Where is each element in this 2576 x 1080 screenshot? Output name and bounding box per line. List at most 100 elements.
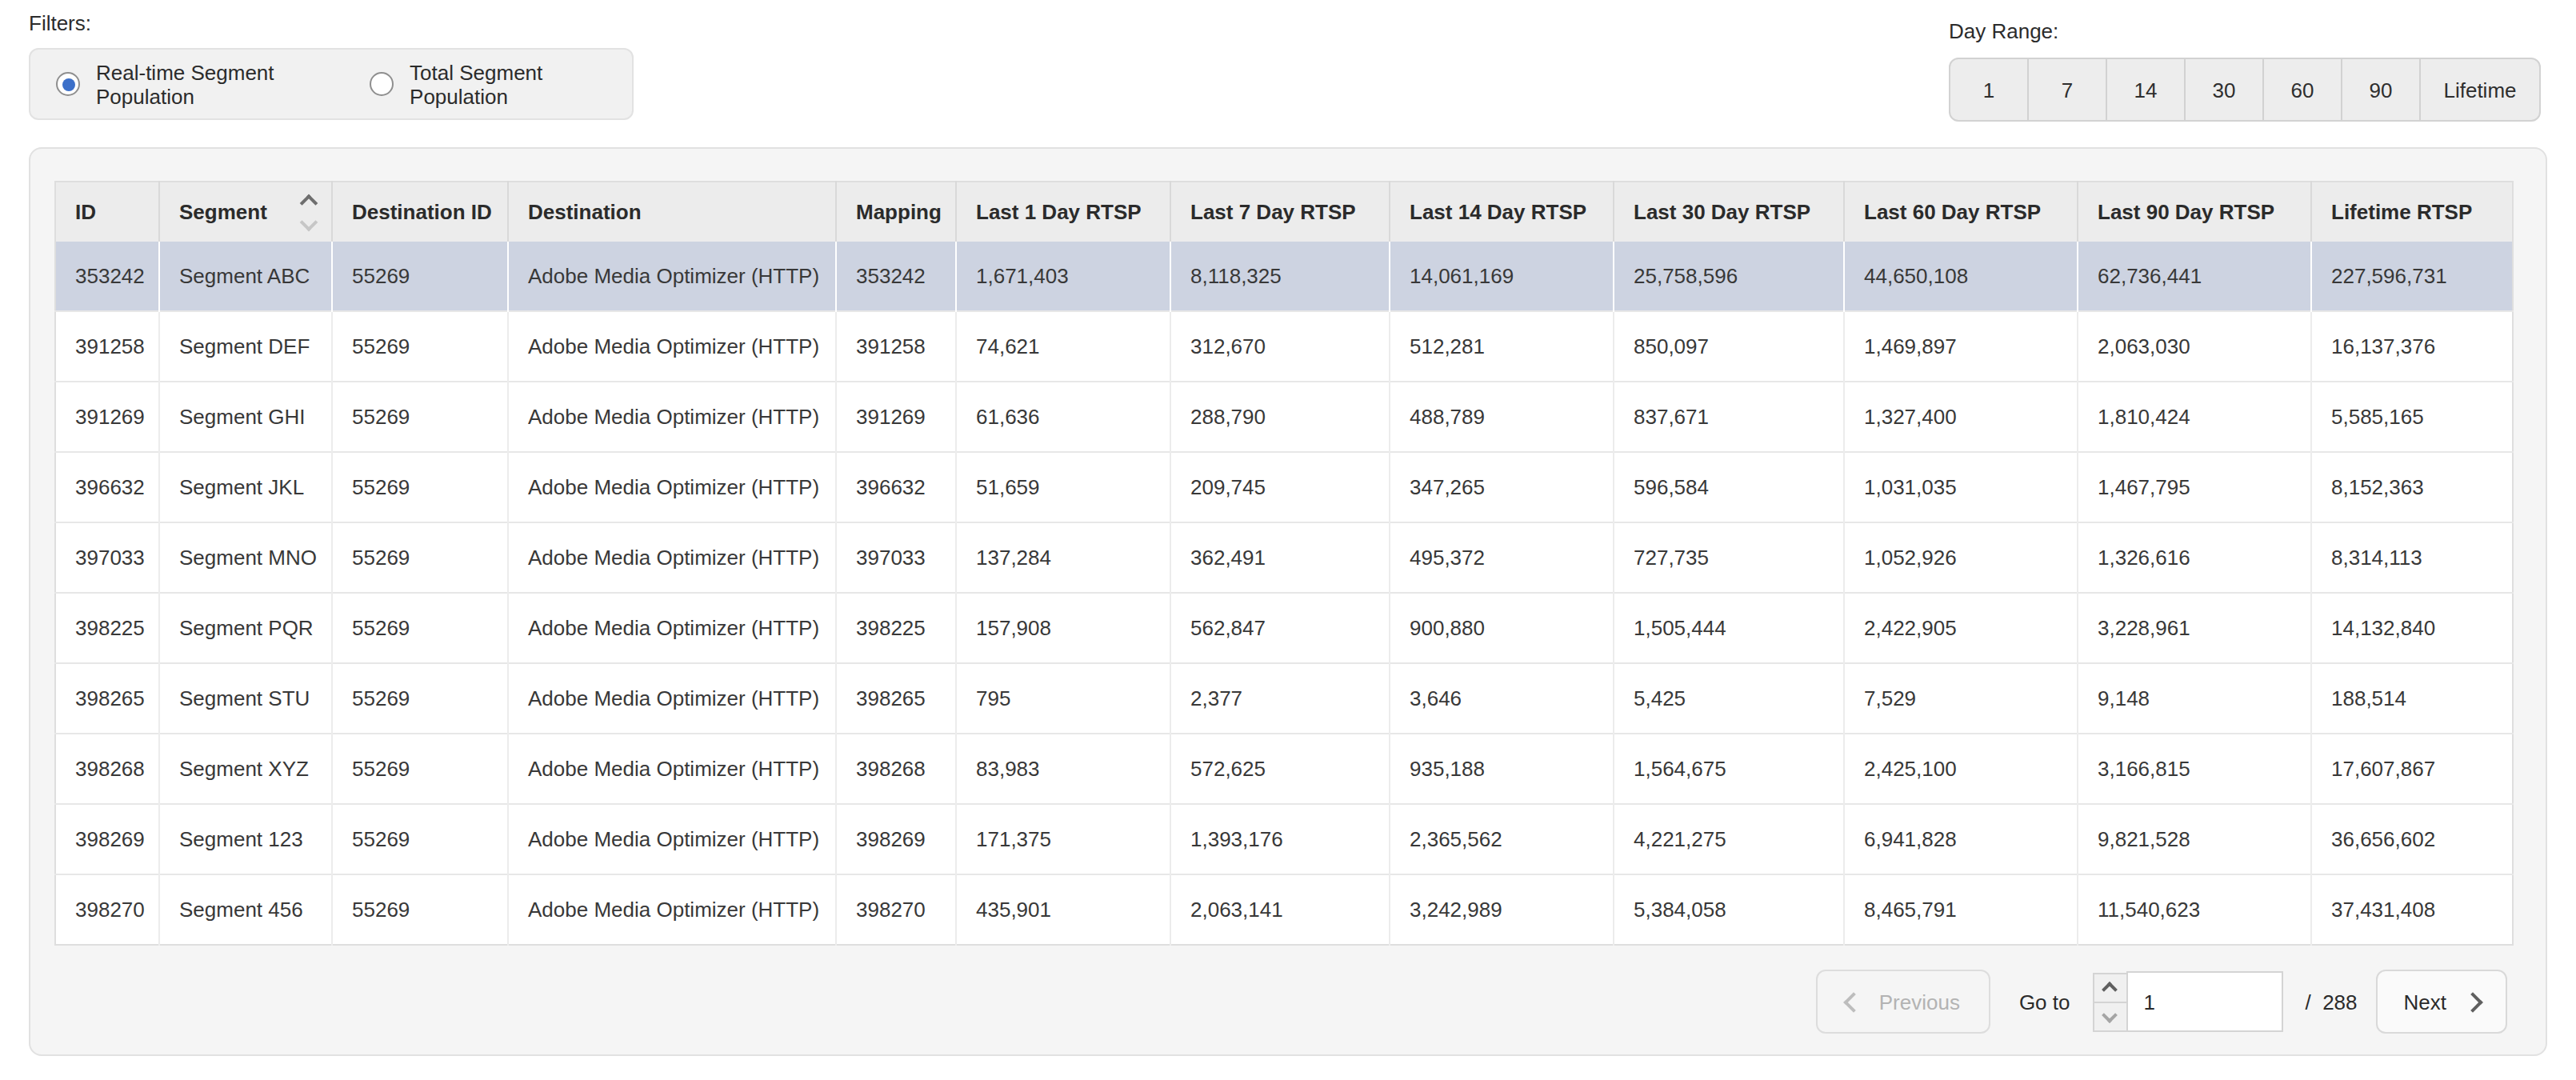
next-page-button[interactable]: Next	[2377, 970, 2507, 1034]
table-cell: 2,365,562	[1390, 804, 1614, 874]
table-cell: 347,265	[1390, 452, 1614, 522]
column-header-mapping[interactable]: Mapping	[836, 182, 956, 242]
table-cell: 157,908	[956, 593, 1170, 663]
table-cell: Segment 123	[159, 804, 332, 874]
table-cell: Adobe Media Optimizer (HTTP)	[508, 452, 836, 522]
table-cell: 900,880	[1390, 593, 1614, 663]
segment-table: IDSegmentDestination IDDestinationMappin…	[54, 181, 2514, 946]
radio-realtime-segment-population[interactable]: Real-time Segment Population	[56, 60, 331, 108]
table-cell: 16,137,376	[2311, 311, 2513, 382]
table-cell: 227,596,731	[2311, 242, 2513, 311]
table-cell: 1,052,926	[1844, 522, 2078, 593]
chevron-down-icon	[2102, 1006, 2118, 1022]
table-row[interactable]: 398269Segment 12355269Adobe Media Optimi…	[55, 804, 2513, 874]
radio-label: Real-time Segment Population	[96, 60, 331, 108]
table-cell: 55269	[332, 242, 508, 311]
table-cell: 3,242,989	[1390, 874, 1614, 945]
table-cell: 55269	[332, 593, 508, 663]
table-cell: 288,790	[1170, 382, 1390, 452]
step-up-button[interactable]	[2092, 972, 2127, 1002]
table-cell: 6,941,828	[1844, 804, 2078, 874]
table-cell: 8,314,113	[2311, 522, 2513, 593]
table-row[interactable]: 398268Segment XYZ55269Adobe Media Optimi…	[55, 734, 2513, 804]
radio-total-segment-population[interactable]: Total Segment Population	[370, 60, 606, 108]
column-header-destination-id[interactable]: Destination ID	[332, 182, 508, 242]
radio-button-icon[interactable]	[370, 72, 394, 96]
table-cell: 1,810,424	[2078, 382, 2311, 452]
day-range-label: Day Range:	[1949, 19, 2058, 43]
table-cell: 36,656,602	[2311, 804, 2513, 874]
table-cell: 44,650,108	[1844, 242, 2078, 311]
day-range-button-60[interactable]: 60	[2264, 59, 2342, 120]
table-cell: 2,377	[1170, 663, 1390, 734]
table-cell: Segment PQR	[159, 593, 332, 663]
table-cell: Adobe Media Optimizer (HTTP)	[508, 242, 836, 311]
table-row[interactable]: 398225 Segment PQR55269Adobe Media Optimi…	[55, 593, 2513, 663]
table-row[interactable]: 391269Segment GHI55269Adobe Media Optimi…	[55, 382, 2513, 452]
table-cell: Segment MNO	[159, 522, 332, 593]
table-row[interactable]: 397033Segment MNO55269Adobe Media Optimi…	[55, 522, 2513, 593]
table-cell: 398268	[836, 734, 956, 804]
table-cell: 7,529	[1844, 663, 2078, 734]
table-cell: Adobe Media Optimizer (HTTP)	[508, 804, 836, 874]
table-cell: 398265	[55, 663, 159, 734]
table-cell: 1,393,176	[1170, 804, 1390, 874]
filters-label: Filters:	[29, 11, 91, 35]
table-row[interactable]: 398270Segment 45655269Adobe Media Optimi…	[55, 874, 2513, 945]
table-cell: 25,758,596	[1614, 242, 1844, 311]
table-row[interactable]: 396632Segment JKL55269Adobe Media Optimi…	[55, 452, 2513, 522]
chevron-right-icon	[2462, 991, 2482, 1011]
step-down-button[interactable]	[2092, 1001, 2127, 1031]
column-header-destination[interactable]: Destination	[508, 182, 836, 242]
segment-population-page: Filters: Real-time Segment Population To…	[0, 0, 2576, 1080]
table-cell: 3,166,815	[2078, 734, 2311, 804]
table-cell: 562,847	[1170, 593, 1390, 663]
table-cell: 8,465,791	[1844, 874, 2078, 945]
table-row[interactable]: 391258Segment DEF55269Adobe Media Optimi…	[55, 311, 2513, 382]
table-cell: 397033	[55, 522, 159, 593]
table-cell: 391269	[836, 382, 956, 452]
table-panel: IDSegmentDestination IDDestinationMappin…	[29, 147, 2547, 1056]
table-header-row: IDSegmentDestination IDDestinationMappin…	[55, 182, 2513, 242]
table-row[interactable]: 353242Segment ABC55269Adobe Media Optimi…	[55, 242, 2513, 311]
column-header-last-7-day-rtsp[interactable]: Last 7 Day RTSP	[1170, 182, 1390, 242]
table-cell: 398225	[836, 593, 956, 663]
table-cell: 5,384,058	[1614, 874, 1844, 945]
table-cell: Adobe Media Optimizer (HTTP)	[508, 663, 836, 734]
column-header-last-30-day-rtsp[interactable]: Last 30 Day RTSP	[1614, 182, 1844, 242]
sort-icon	[302, 196, 315, 228]
column-header-last-60-day-rtsp[interactable]: Last 60 Day RTSP	[1844, 182, 2078, 242]
table-cell: 3,646	[1390, 663, 1614, 734]
table-cell: 14,132,840	[2311, 593, 2513, 663]
day-range-button-1[interactable]: 1	[1950, 59, 2029, 120]
day-range-button-lifetime[interactable]: Lifetime	[2421, 59, 2539, 120]
column-header-id[interactable]: ID	[55, 182, 159, 242]
chevron-left-icon	[1844, 991, 1864, 1011]
column-header-last-1-day-rtsp[interactable]: Last 1 Day RTSP	[956, 182, 1170, 242]
page-number-input[interactable]	[2126, 971, 2282, 1032]
table-cell: Adobe Media Optimizer (HTTP)	[508, 593, 836, 663]
day-range-button-90[interactable]: 90	[2342, 59, 2421, 120]
table-cell: 391258	[55, 311, 159, 382]
day-range-button-7[interactable]: 7	[2029, 59, 2107, 120]
day-range-button-30[interactable]: 30	[2186, 59, 2264, 120]
column-header-last-90-day-rtsp[interactable]: Last 90 Day RTSP	[2078, 182, 2311, 242]
table-row[interactable]: 398265Segment STU55269Adobe Media Optimi…	[55, 663, 2513, 734]
column-header-lifetime-rtsp[interactable]: Lifetime RTSP	[2311, 182, 2513, 242]
table-cell: 1,505,444	[1614, 593, 1844, 663]
table-cell: Segment DEF	[159, 311, 332, 382]
table-cell: 55269	[332, 804, 508, 874]
table-cell: 9,148	[2078, 663, 2311, 734]
table-cell: 55269	[332, 734, 508, 804]
previous-page-button[interactable]: Previous	[1817, 970, 1990, 1034]
table-cell: 137,284	[956, 522, 1170, 593]
table-cell: 362,491	[1170, 522, 1390, 593]
column-header-last-14-day-rtsp[interactable]: Last 14 Day RTSP	[1390, 182, 1614, 242]
table-cell: Segment 456	[159, 874, 332, 945]
table-cell: 1,469,897	[1844, 311, 2078, 382]
radio-button-icon[interactable]	[56, 72, 80, 96]
column-header-segment[interactable]: Segment	[159, 182, 332, 242]
table-cell: 5,585,165	[2311, 382, 2513, 452]
day-range-button-14[interactable]: 14	[2107, 59, 2186, 120]
table-cell: 312,670	[1170, 311, 1390, 382]
